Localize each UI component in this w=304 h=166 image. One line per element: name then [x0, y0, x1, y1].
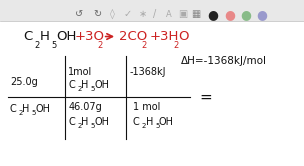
Text: 5: 5 — [32, 110, 36, 116]
Text: OH: OH — [94, 80, 109, 90]
Bar — [0, 21, 304, 166]
Text: 5: 5 — [91, 86, 95, 92]
Text: 2: 2 — [78, 86, 82, 92]
Text: OH: OH — [94, 117, 109, 127]
Text: 2: 2 — [19, 110, 23, 116]
Text: H: H — [146, 117, 153, 127]
Text: ◊: ◊ — [110, 9, 115, 19]
Text: C: C — [10, 104, 16, 114]
Text: OH: OH — [36, 104, 50, 114]
Text: 5: 5 — [51, 41, 56, 50]
Text: OH: OH — [56, 30, 77, 43]
Text: ▦: ▦ — [192, 9, 201, 19]
Text: H: H — [81, 80, 88, 90]
Text: 2: 2 — [142, 123, 146, 129]
Text: H: H — [22, 104, 30, 114]
Text: +3O: +3O — [74, 30, 105, 43]
Text: 2: 2 — [141, 41, 147, 50]
Text: 2: 2 — [97, 41, 102, 50]
Text: -1368kJ: -1368kJ — [129, 67, 166, 77]
Text: 2: 2 — [78, 123, 82, 129]
Text: 2: 2 — [173, 41, 178, 50]
Text: 2CO: 2CO — [119, 30, 147, 43]
Text: O: O — [178, 30, 188, 43]
Text: 25.0g: 25.0g — [11, 77, 38, 87]
Text: C: C — [23, 30, 32, 43]
Text: +3H: +3H — [150, 30, 179, 43]
Bar — [0, 0, 304, 21]
Text: A: A — [166, 10, 171, 19]
Text: H: H — [81, 117, 88, 127]
Text: C: C — [133, 117, 140, 127]
Text: ↺: ↺ — [75, 9, 83, 19]
Text: 5: 5 — [91, 123, 95, 129]
Text: /: / — [154, 9, 157, 19]
Text: ∗: ∗ — [139, 9, 147, 19]
Text: C: C — [68, 80, 75, 90]
Text: ●: ● — [256, 8, 267, 21]
Text: 5: 5 — [155, 123, 159, 129]
Text: 1mol: 1mol — [68, 67, 93, 77]
Text: 2: 2 — [34, 41, 40, 50]
Text: OH: OH — [159, 117, 174, 127]
Text: 1 mol: 1 mol — [133, 102, 160, 112]
Text: ●: ● — [224, 8, 235, 21]
Text: ▣: ▣ — [178, 9, 187, 19]
Text: ●: ● — [240, 8, 251, 21]
Text: ↻: ↻ — [93, 9, 101, 19]
Text: ●: ● — [207, 8, 218, 21]
Text: C: C — [68, 117, 75, 127]
Text: =: = — [199, 90, 212, 105]
Text: ✓: ✓ — [124, 9, 132, 19]
Text: H: H — [40, 30, 49, 43]
Text: 46.07g: 46.07g — [68, 102, 102, 112]
Text: ΔH=-1368kJ/mol: ΔH=-1368kJ/mol — [181, 56, 267, 66]
